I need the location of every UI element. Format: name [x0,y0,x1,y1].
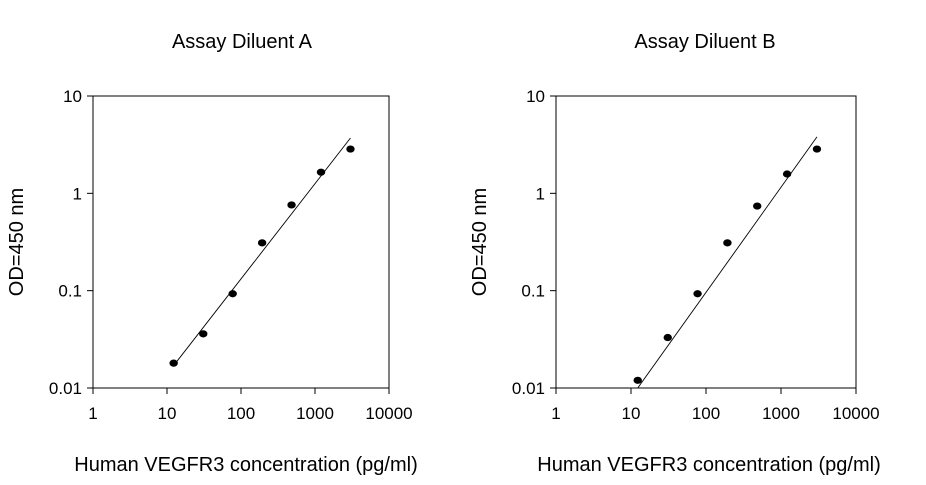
chart-a-x-tick-label: 1000 [296,404,334,423]
chart-a-x-tick-label: 100 [227,404,255,423]
chart-a-fit-line [173,137,351,366]
chart-a-x-tick-label: 1 [88,404,97,423]
chart-a-title: Assay Diluent A [172,31,313,53]
chart-b-data-point [663,333,672,342]
chart-a-y-tick-label: 1 [73,184,82,203]
chart-a-y-tick-label: 0.01 [49,379,82,398]
chart-b-data-point [782,170,792,178]
chart-b-x-tick-label: 1000 [762,404,800,423]
chart-a-x-tick-label: 10000 [365,404,412,423]
chart-b-data-point [723,239,732,247]
chart-b-y-tick-label: 0.1 [521,282,545,301]
chart-b-x-tick-label: 1 [551,404,560,423]
chart-a-x-axis-label: Human VEGFR3 concentration (pg/ml) [74,454,417,476]
chart-b-fit-line [637,136,818,389]
chart-a-plot-frame [92,95,390,389]
chart-b-data-point [633,376,642,384]
chart-b-data-point [812,145,822,153]
chart-b-y-tick-label: 1 [536,184,545,203]
chart-a-data-point [228,290,237,298]
chart-a-data-point [199,330,208,338]
chart-a-y-tick-label: 10 [63,87,82,106]
chart-a-y-tick-label: 0.1 [58,282,82,301]
chart-a-data-point [346,145,355,153]
chart-a-data-point [257,239,267,247]
chart-b-x-axis-label: Human VEGFR3 concentration (pg/ml) [537,454,880,476]
chart-b-plot-frame [555,95,857,389]
chart-b-x-tick-label: 100 [692,404,720,423]
chart-b-y-axis-label: OD=450 nm [469,188,491,296]
chart-b-title: Assay Diluent B [634,31,775,53]
chart-b-x-tick-label: 10 [622,404,641,423]
chart-b-y-tick-label: 0.01 [512,379,545,398]
chart-a-data-point [287,201,296,209]
chart-b-x-tick-label: 10000 [832,404,879,423]
chart-a-data-point [316,168,326,176]
chart-a-y-axis-label: OD=450 nm [6,188,28,296]
chart-b-data-point [753,202,762,210]
chart-b-y-tick-label: 10 [526,87,545,106]
chart-a-data-point [169,359,178,367]
chart-a-x-tick-label: 10 [158,404,177,423]
chart-b-data-point [693,290,702,298]
